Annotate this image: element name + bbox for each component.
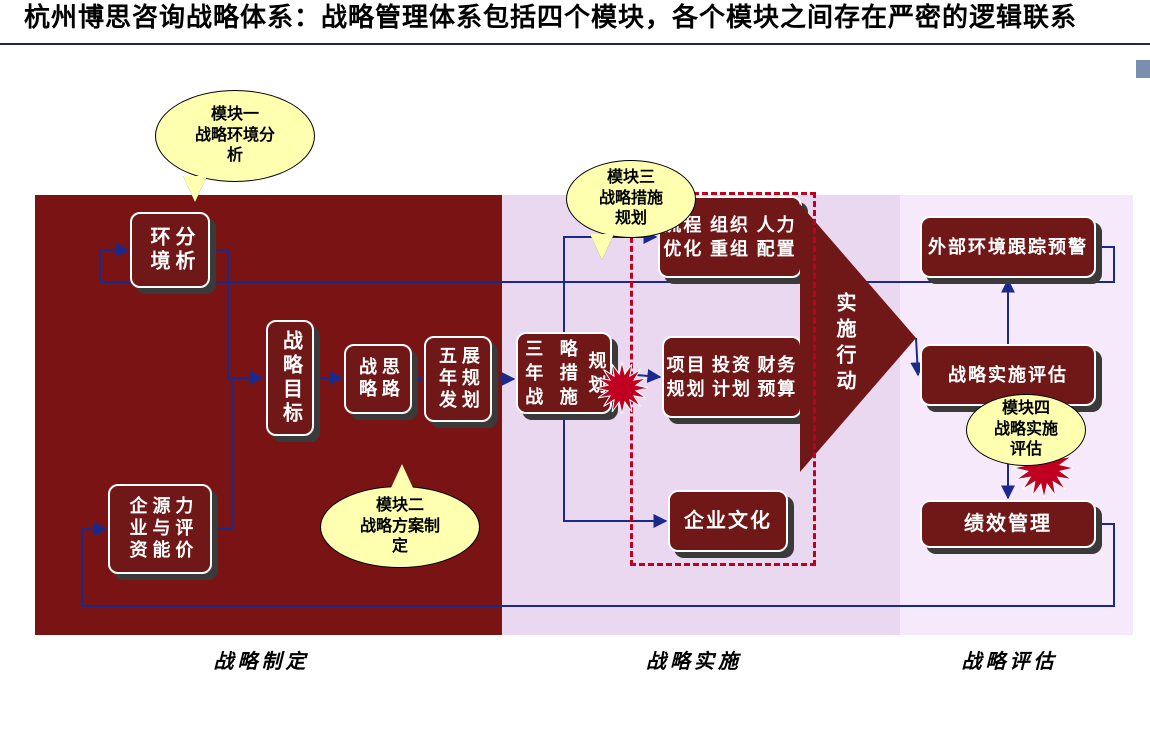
big-arrow-action: 实施行动 [800,204,916,472]
box-strategic-thinking: 战略思路 [344,344,412,414]
box-five-year-plan: 五年发展规划 [424,336,492,422]
page-title: 杭州博思咨询战略体系：战略管理体系包括四个模块，各个模块之间存在严密的逻辑联系 [24,0,1126,35]
zone-label-1: 战略制定 [214,645,310,674]
callout-module-2: 模块二战略方案制定 [320,486,480,568]
callout-module-3: 模块三战略措施规划 [566,160,696,238]
callout-module-1: 模块一战略环境分析 [155,90,315,182]
box-performance-mgmt: 绩效管理 [920,500,1096,548]
zone-label-2: 战略实施 [646,645,742,674]
callout-module-4: 模块四战略实施评估 [966,394,1086,466]
zone-label-3: 战略评估 [962,645,1058,674]
callout-tail-2 [390,464,414,490]
right-accent [1136,60,1150,78]
box-external-warning: 外部环境跟踪预警 [920,216,1096,278]
callout-tail-3 [590,234,614,260]
box-env-analysis: 环境分析 [130,212,210,288]
box-strategic-goal: 战略目标 [266,320,314,436]
box-resource-eval: 企业资源与能力评价 [108,484,212,574]
dashed-group-module3 [630,192,816,566]
burst-star-1 [596,362,648,414]
callout-tail-1 [183,176,207,202]
